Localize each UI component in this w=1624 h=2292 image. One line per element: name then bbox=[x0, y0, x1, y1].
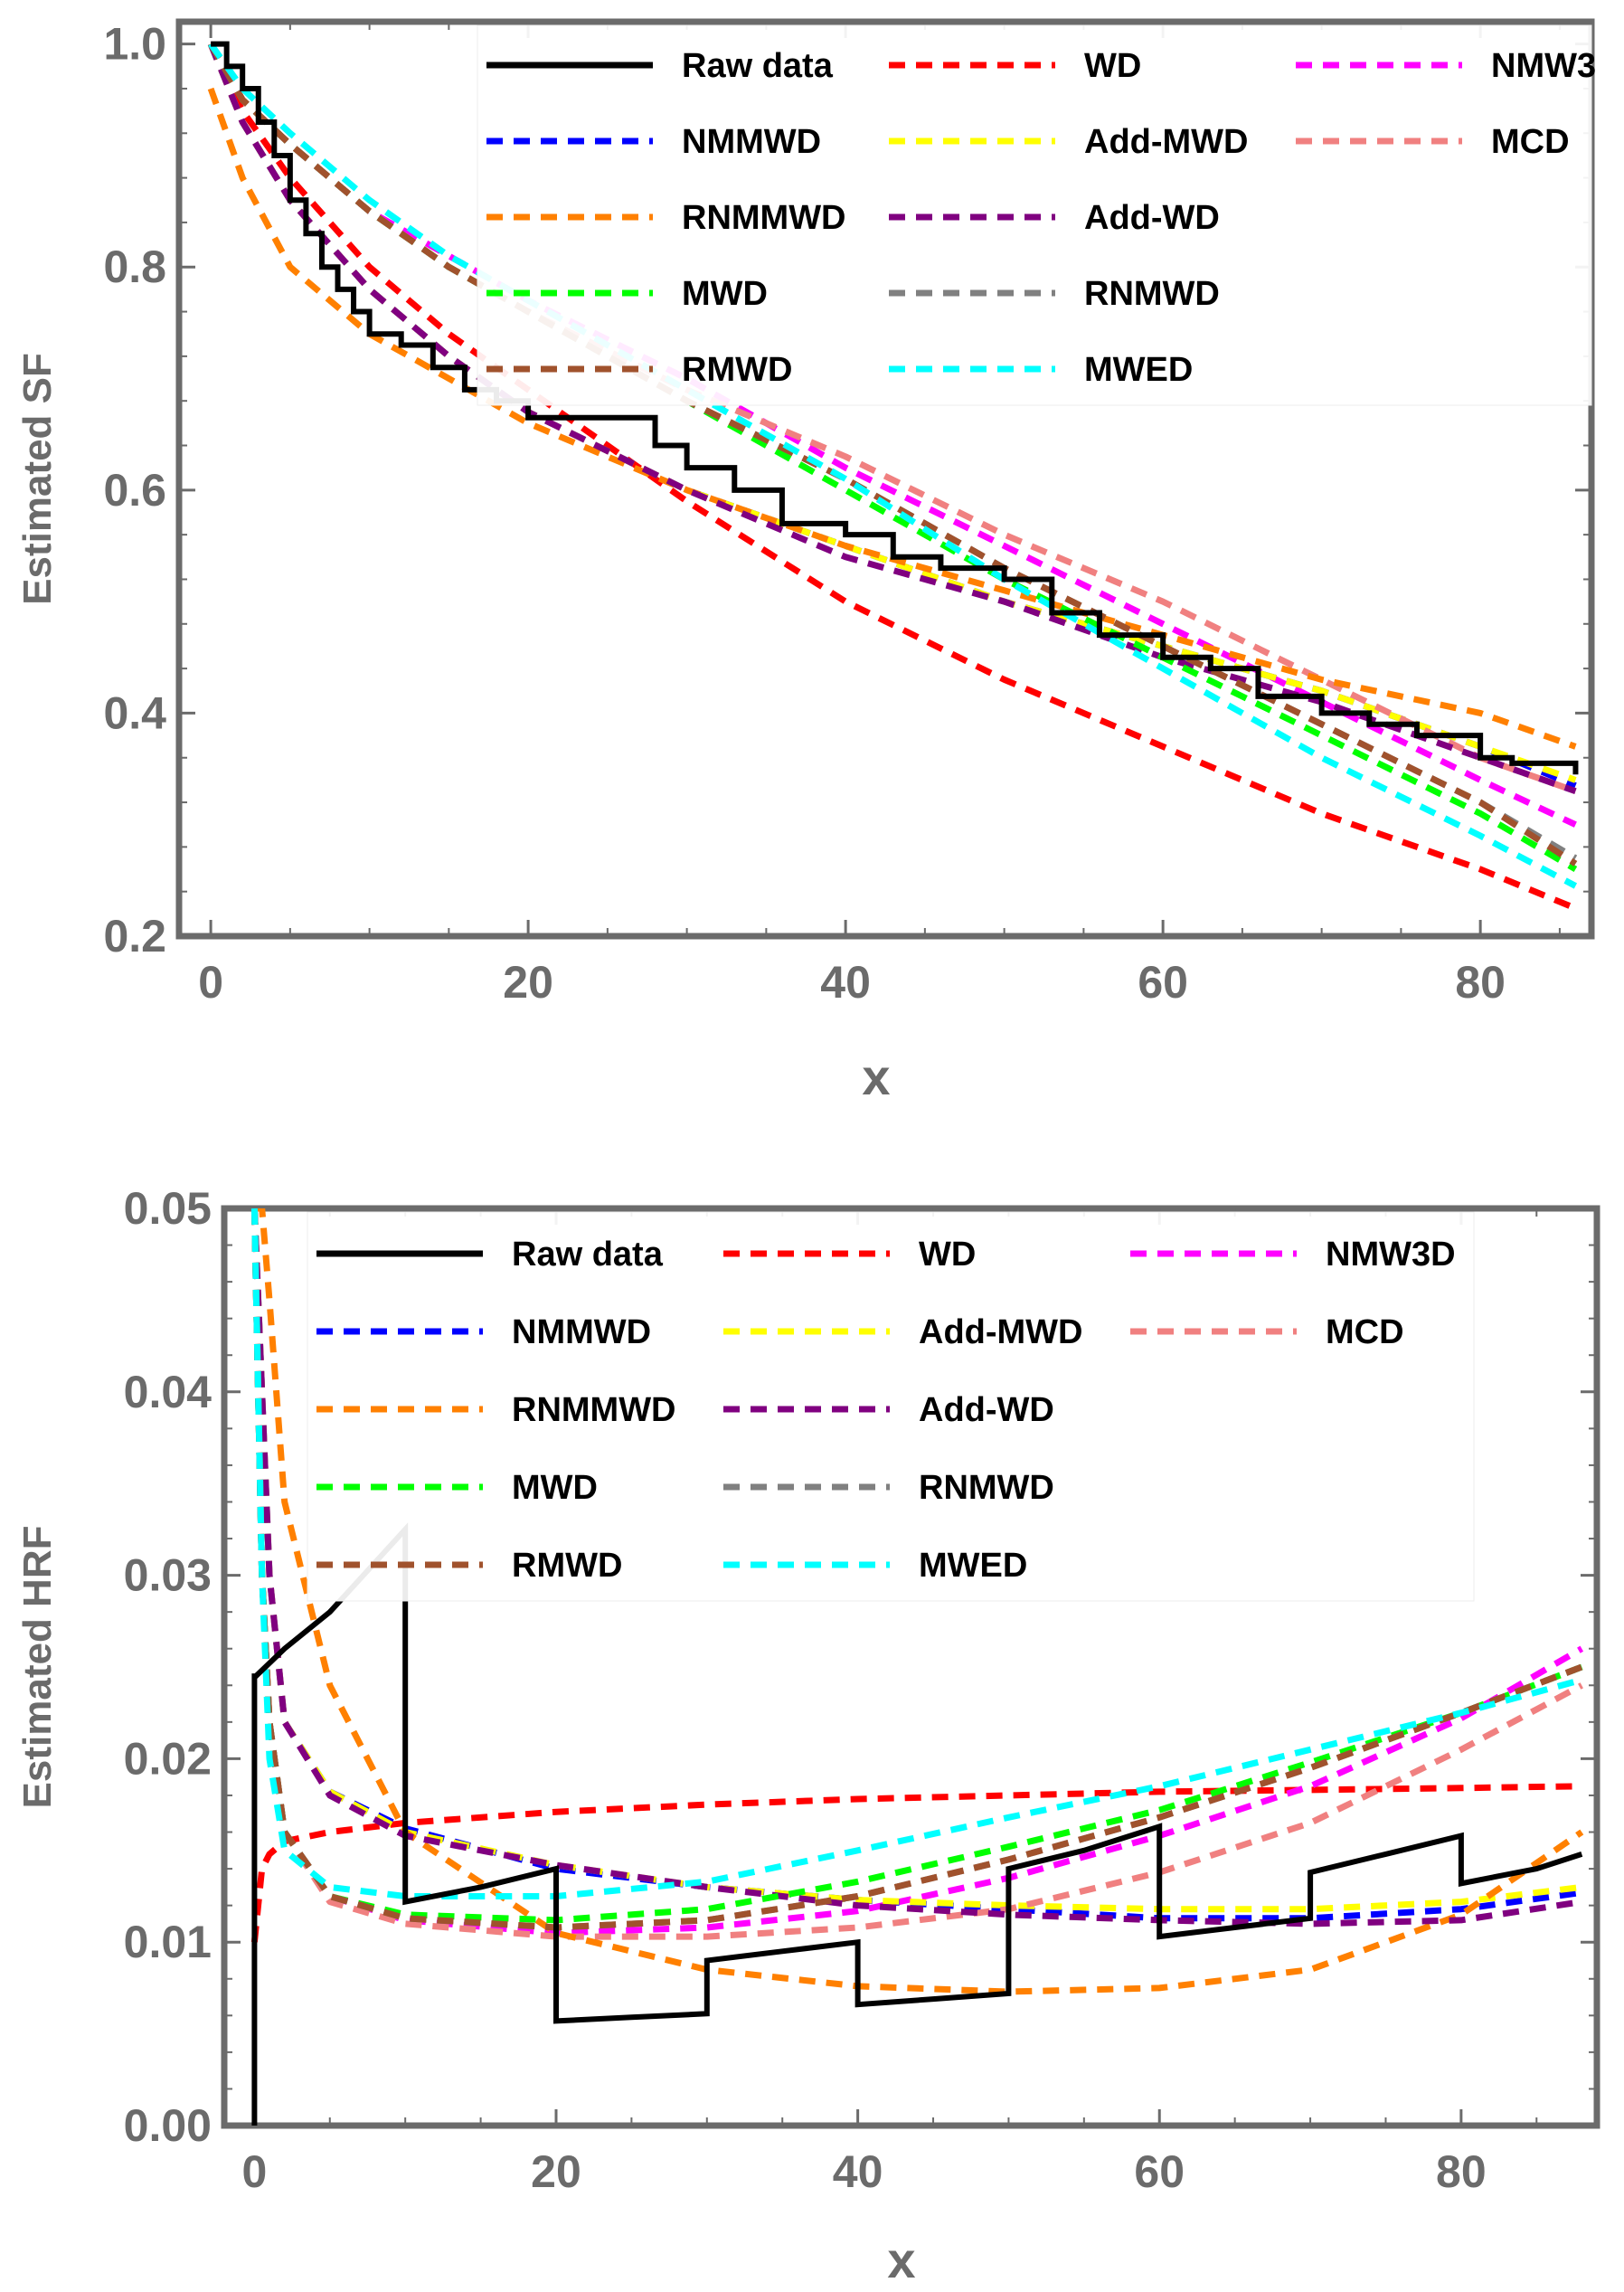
hrf-legend-label: MWED bbox=[919, 1547, 1027, 1585]
hrf-legend-label: Raw data bbox=[512, 1236, 664, 1274]
sf-x-tick-label: 60 bbox=[1138, 957, 1188, 1008]
hrf-series-add-wd bbox=[250, 1208, 1582, 1927]
hrf-legend-label: NMMWD bbox=[512, 1313, 651, 1351]
hrf-series-raw-data bbox=[251, 1522, 1583, 2126]
hrf-plot-frame bbox=[221, 1205, 1600, 2129]
sf-plot-frame bbox=[175, 18, 1595, 940]
sf-legend-label: MWED bbox=[1084, 351, 1193, 389]
hrf-legend-box bbox=[307, 1211, 1475, 1602]
sf-legend-label: Add-MWD bbox=[1084, 123, 1248, 161]
hrf-legend-label: Add-WD bbox=[919, 1391, 1054, 1429]
hrf-x-tick-label: 20 bbox=[531, 2146, 581, 2197]
sf-x-tick-label: 0 bbox=[198, 957, 223, 1008]
hrf-chart-panel: 0 20 40 60 80 0.00 0.01 0.02 0.03 0.04 0.05 x Estima… bbox=[15, 1183, 1600, 2288]
hrf-y-axis-label: Estimated HRF bbox=[15, 1526, 60, 1809]
sf-series-raw-data bbox=[211, 41, 1579, 775]
hrf-series-mcd bbox=[250, 1208, 1583, 1940]
hrf-legend-label: Add-MWD bbox=[919, 1313, 1082, 1351]
sf-legend-label: NMW3 bbox=[1491, 47, 1596, 85]
hrf-legend-label: MCD bbox=[1326, 1313, 1404, 1351]
hrf-legend: Raw data NMMWD RNMMWD MWD RMWD WD Add-MWD Add-W… bbox=[307, 1211, 1475, 1602]
sf-legend-label: RNMWD bbox=[1084, 275, 1220, 313]
sf-y-tick-label: 0.6 bbox=[103, 465, 166, 516]
sf-legend-label: MWD bbox=[682, 275, 768, 313]
hrf-series-mwed bbox=[250, 1208, 1583, 1899]
hrf-y-tick-label: 0.01 bbox=[124, 1917, 212, 1967]
sf-legend-label: WD bbox=[1084, 47, 1141, 85]
sf-legend: Raw data NMMWD RNMMWD MWD RMWD WD Add-MWD Add-W… bbox=[477, 24, 1596, 406]
sf-series-rnmmwd bbox=[207, 87, 1577, 750]
hrf-x-tick-label: 40 bbox=[833, 2146, 883, 2197]
sf-y-axis-label: Estimated SF bbox=[15, 353, 60, 605]
sf-series-mwed bbox=[208, 42, 1578, 889]
hrf-y-tick-label: 0.00 bbox=[124, 2100, 212, 2151]
sf-y-tick-label: 0.2 bbox=[103, 911, 166, 961]
sf-legend-label: Raw data bbox=[682, 47, 834, 85]
sf-legend-label: RNMMWD bbox=[682, 199, 846, 237]
sf-legend-label: MCD bbox=[1491, 123, 1570, 161]
hrf-series-mwd bbox=[250, 1208, 1583, 1924]
hrf-y-tick-label: 0.03 bbox=[124, 1550, 212, 1601]
hrf-y-tick-label: 0.02 bbox=[124, 1733, 212, 1784]
sf-x-tick-label: 20 bbox=[503, 957, 553, 1008]
hrf-series-nmw3d bbox=[250, 1208, 1584, 1937]
sf-y-tick-label: 0.8 bbox=[103, 242, 166, 292]
sf-chart-panel: 0 20 40 60 80 0.2 0.4 0.6 0.8 1.0 x Estimated SF Raw… bbox=[15, 18, 1596, 1105]
hrf-legend-label: WD bbox=[919, 1236, 976, 1274]
sf-y-tick-label: 1.0 bbox=[103, 19, 166, 70]
hrf-legend-label: RMWD bbox=[512, 1547, 622, 1585]
hrf-legend-label: NMW3D bbox=[1326, 1236, 1456, 1274]
hrf-series-rmwd bbox=[250, 1208, 1583, 1931]
sf-legend-label: Add-WD bbox=[1084, 199, 1220, 237]
sf-x-tick-label: 80 bbox=[1455, 957, 1506, 1008]
sf-x-axis-label: x bbox=[862, 1048, 890, 1105]
sf-legend-label: RMWD bbox=[682, 351, 792, 389]
hrf-legend-label: RNMWD bbox=[919, 1469, 1054, 1507]
hrf-x-tick-label: 0 bbox=[241, 2146, 267, 2197]
sf-y-tick-label: 0.4 bbox=[103, 687, 166, 738]
hrf-series-wd bbox=[250, 1783, 1582, 1943]
hrf-y-tick-label: 0.04 bbox=[124, 1367, 212, 1417]
sf-legend-label: NMMWD bbox=[682, 123, 821, 161]
hrf-legend-label: RNMMWD bbox=[512, 1391, 676, 1429]
hrf-legend-label: MWD bbox=[512, 1469, 598, 1507]
sf-x-tick-label: 40 bbox=[820, 957, 871, 1008]
hrf-y-tick-label: 0.05 bbox=[124, 1183, 212, 1234]
hrf-x-tick-label: 80 bbox=[1436, 2146, 1487, 2197]
hrf-x-axis-label: x bbox=[887, 2231, 915, 2288]
hrf-x-tick-label: 60 bbox=[1134, 2146, 1185, 2197]
